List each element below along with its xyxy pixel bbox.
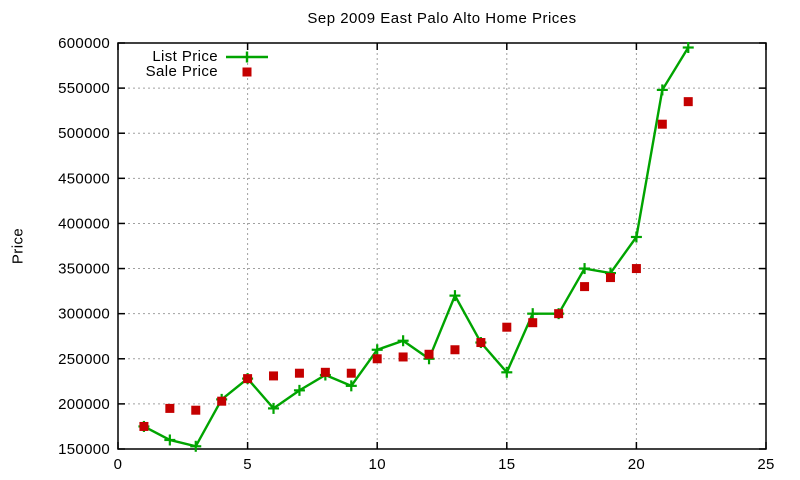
y-tick-label: 300000 xyxy=(58,306,110,323)
x-tick-label: 15 xyxy=(498,456,515,473)
sale-price-point xyxy=(320,367,330,377)
legend-label-list-price: List Price xyxy=(152,48,218,65)
x-tick-label: 10 xyxy=(369,456,386,473)
x-tick-label: 25 xyxy=(757,456,774,473)
sale-price-point xyxy=(346,368,356,378)
legend-item-sale-price: Sale Price xyxy=(120,63,269,80)
sale-price-point xyxy=(139,421,149,431)
list-price-line xyxy=(143,46,690,448)
sale-price-point xyxy=(657,119,667,129)
sale-price-point xyxy=(269,371,279,381)
plot-border xyxy=(117,42,767,450)
list-price-line-plus-icon xyxy=(225,50,269,64)
legend-label-sale-price: Sale Price xyxy=(145,63,218,80)
x-tick-label: 0 xyxy=(114,456,123,473)
y-tick-label: 400000 xyxy=(58,215,110,232)
sale-price-point xyxy=(528,318,538,328)
sale-price-point xyxy=(683,97,693,107)
sale-price-point xyxy=(191,405,201,415)
y-tick-label: 600000 xyxy=(58,35,110,52)
y-tick-label: 350000 xyxy=(58,261,110,278)
sale-price-point xyxy=(476,338,486,348)
sale-price-square-icon xyxy=(225,65,269,79)
sale-price-point xyxy=(294,368,304,378)
legend-item-list-price: List Price xyxy=(120,48,269,65)
legend: List Price Sale Price xyxy=(120,48,269,80)
sale-price-point xyxy=(502,322,512,332)
y-tick-label: 450000 xyxy=(58,170,110,187)
x-tick-label: 20 xyxy=(628,456,645,473)
sale-price-point xyxy=(631,264,641,274)
sale-price-point xyxy=(554,309,564,319)
sale-price-point xyxy=(605,273,615,283)
sale-price-point xyxy=(217,396,227,406)
chart-title: Sep 2009 East Palo Alto Home Prices xyxy=(307,10,577,27)
sale-price-point xyxy=(398,352,408,362)
y-tick-label: 550000 xyxy=(58,80,110,97)
sale-price-point xyxy=(424,349,434,359)
sale-price-point xyxy=(165,403,175,413)
y-tick-label: 150000 xyxy=(58,441,110,458)
x-tick-label: 5 xyxy=(243,456,252,473)
y-tick-label: 250000 xyxy=(58,351,110,368)
y-tick-label: 200000 xyxy=(58,396,110,413)
sale-price-point xyxy=(243,374,253,384)
y-tick-label: 500000 xyxy=(58,125,110,142)
sale-price-point xyxy=(450,345,460,355)
sale-price-point xyxy=(580,282,590,292)
sale-price-point xyxy=(372,354,382,364)
